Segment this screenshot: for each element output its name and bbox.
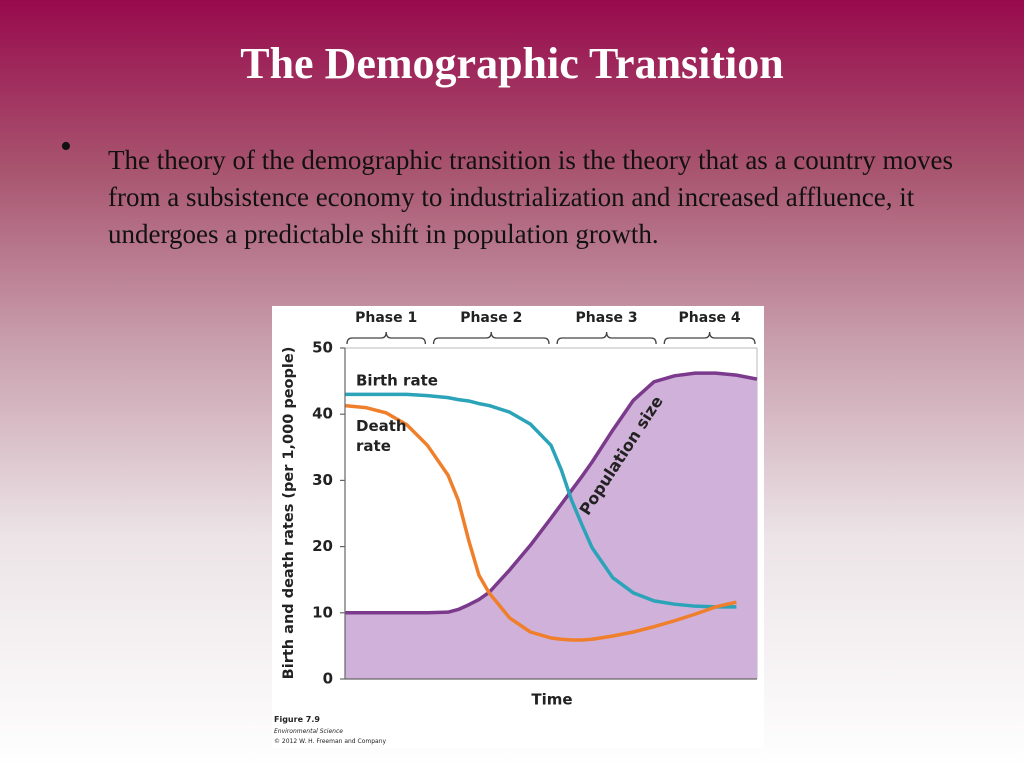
y-tick-label: 10 <box>312 603 333 621</box>
phase-label: Phase 1 <box>355 310 417 326</box>
figure-number: Figure 7.9 <box>274 715 320 724</box>
phase-bracket <box>556 331 657 345</box>
figure-source: Environmental Science <box>274 728 343 735</box>
phase-label: Phase 4 <box>679 310 741 326</box>
phase-label: Phase 2 <box>460 310 522 326</box>
series-label: Death rate <box>356 417 407 455</box>
x-axis-label: Time <box>531 691 572 709</box>
phase-bracket <box>346 331 427 345</box>
slide-title: The Demographic Transition <box>240 39 784 88</box>
line <box>345 371 758 615</box>
figure: Time Birth and death rates (per 1,000 pe… <box>272 306 764 748</box>
line <box>344 403 737 642</box>
phase-bracket <box>663 331 756 345</box>
phase-bracket <box>432 331 550 345</box>
phase-label: Phase 3 <box>576 310 638 326</box>
bullet-marker: • <box>60 128 72 165</box>
line <box>345 392 737 609</box>
y-tick-label: 0 <box>323 670 333 688</box>
figure-copyright: © 2012 W. H. Freeman and Company <box>274 738 387 745</box>
y-tick-label: 40 <box>312 405 333 423</box>
y-tick-label: 30 <box>312 471 333 489</box>
y-tick-label: 50 <box>312 339 333 357</box>
y-axis-label: Birth and death rates (per 1,000 people) <box>281 347 297 680</box>
series-label: Birth rate <box>356 372 438 390</box>
chart: Time Birth and death rates (per 1,000 pe… <box>274 310 758 745</box>
y-tick-label: 20 <box>312 537 333 555</box>
bullet-text: The theory of the demographic transition… <box>108 145 954 249</box>
